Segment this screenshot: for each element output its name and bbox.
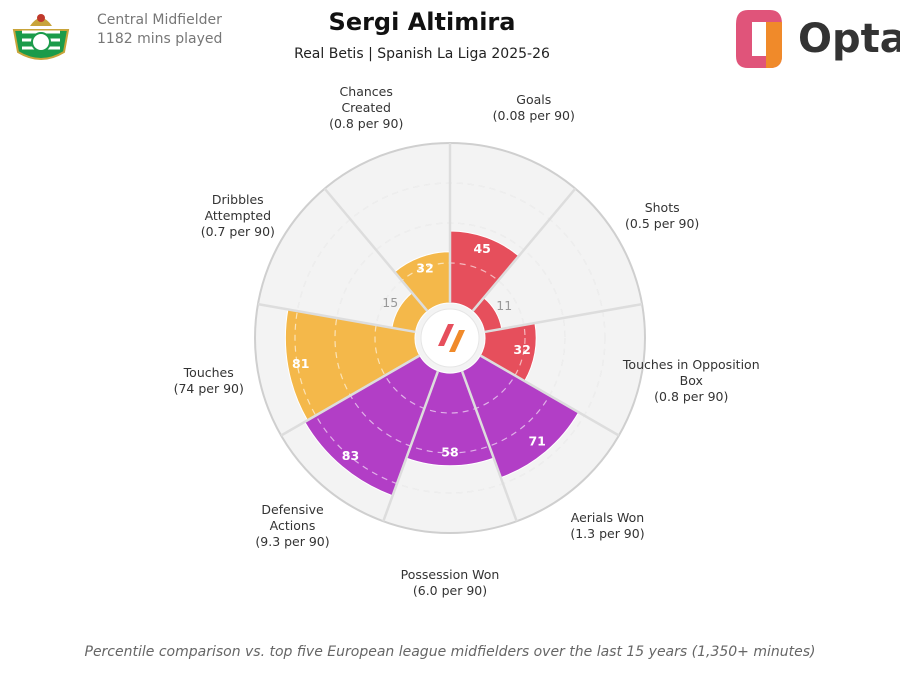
value-label: 32 bbox=[513, 342, 530, 357]
club-crest bbox=[12, 14, 70, 60]
category-label: Dribbles Attempted (0.7 per 90) bbox=[193, 192, 283, 240]
spoke bbox=[479, 354, 620, 437]
category-name: Goals bbox=[516, 91, 552, 107]
player-info: Central Midfielder 1182 mins played bbox=[97, 11, 222, 49]
category-label: Shots (0.5 per 90) bbox=[592, 200, 732, 232]
chart-title: Sergi Altimira bbox=[328, 8, 516, 36]
category-name: Possession Won bbox=[400, 567, 500, 582]
spoke bbox=[257, 302, 416, 334]
category-sublabel: (0.08 per 90) bbox=[492, 107, 575, 123]
category-label: Touches in Opposition Box (0.8 per 90) bbox=[621, 357, 761, 405]
spoke bbox=[471, 187, 577, 312]
center-logo bbox=[438, 324, 454, 346]
value-label: 32 bbox=[416, 261, 433, 276]
wedge bbox=[405, 370, 495, 467]
brand: Opta bbox=[798, 16, 900, 62]
category-name: Touches in Opposition Box bbox=[622, 356, 760, 388]
value-label: 81 bbox=[292, 356, 309, 371]
category-sublabel: (0.5 per 90) bbox=[625, 215, 700, 231]
spoke bbox=[323, 187, 429, 312]
category-name: Dribbles Attempted bbox=[204, 191, 272, 223]
category-sublabel: (9.3 per 90) bbox=[255, 533, 330, 549]
category-name: Aerials Won bbox=[570, 509, 645, 525]
value-label: 83 bbox=[342, 448, 359, 463]
category-sublabel: (1.3 per 90) bbox=[570, 525, 645, 541]
footnote: Percentile comparison vs. top five Europ… bbox=[84, 644, 816, 660]
category-sublabel: (0.7 per 90) bbox=[200, 223, 275, 239]
category-label: Touches (74 per 90) bbox=[139, 365, 279, 397]
category-sublabel: (0.8 per 90) bbox=[329, 115, 404, 131]
spoke bbox=[484, 302, 643, 334]
center-logo bbox=[449, 330, 465, 352]
category-label: Defensive Actions (9.3 per 90) bbox=[248, 502, 338, 550]
spoke bbox=[280, 354, 421, 437]
category-sublabel: (0.8 per 90) bbox=[654, 388, 729, 404]
category-name: Defensive Actions bbox=[261, 501, 324, 533]
value-label: 11 bbox=[496, 298, 512, 313]
category-sublabel: (6.0 per 90) bbox=[412, 583, 488, 598]
category-sublabel: (74 per 90) bbox=[173, 380, 244, 396]
chart-subtitle: Real Betis | Spanish La Liga 2025-26 bbox=[294, 46, 550, 62]
category-label: Chances Created (0.8 per 90) bbox=[321, 84, 411, 132]
value-label: 15 bbox=[382, 295, 398, 310]
spoke bbox=[460, 370, 518, 522]
spoke bbox=[382, 370, 440, 522]
category-name: Touches bbox=[183, 364, 234, 380]
wedge bbox=[284, 308, 421, 421]
category-label: Possession Won (6.0 per 90) bbox=[380, 567, 520, 599]
center-badge bbox=[420, 308, 480, 368]
position: Central Midfielder bbox=[97, 12, 222, 28]
wedge bbox=[461, 354, 580, 479]
value-label: 71 bbox=[528, 433, 545, 448]
category-name: Shots bbox=[644, 199, 680, 215]
opta-logo-mark bbox=[736, 10, 782, 68]
value-label: 45 bbox=[473, 241, 490, 256]
value-label: 58 bbox=[441, 444, 458, 459]
category-label: Aerials Won (1.3 per 90) bbox=[537, 510, 677, 542]
category-label: Goals (0.08 per 90) bbox=[464, 92, 604, 124]
minutes: 1182 mins played bbox=[97, 31, 223, 47]
category-name: Chances Created bbox=[339, 83, 393, 115]
